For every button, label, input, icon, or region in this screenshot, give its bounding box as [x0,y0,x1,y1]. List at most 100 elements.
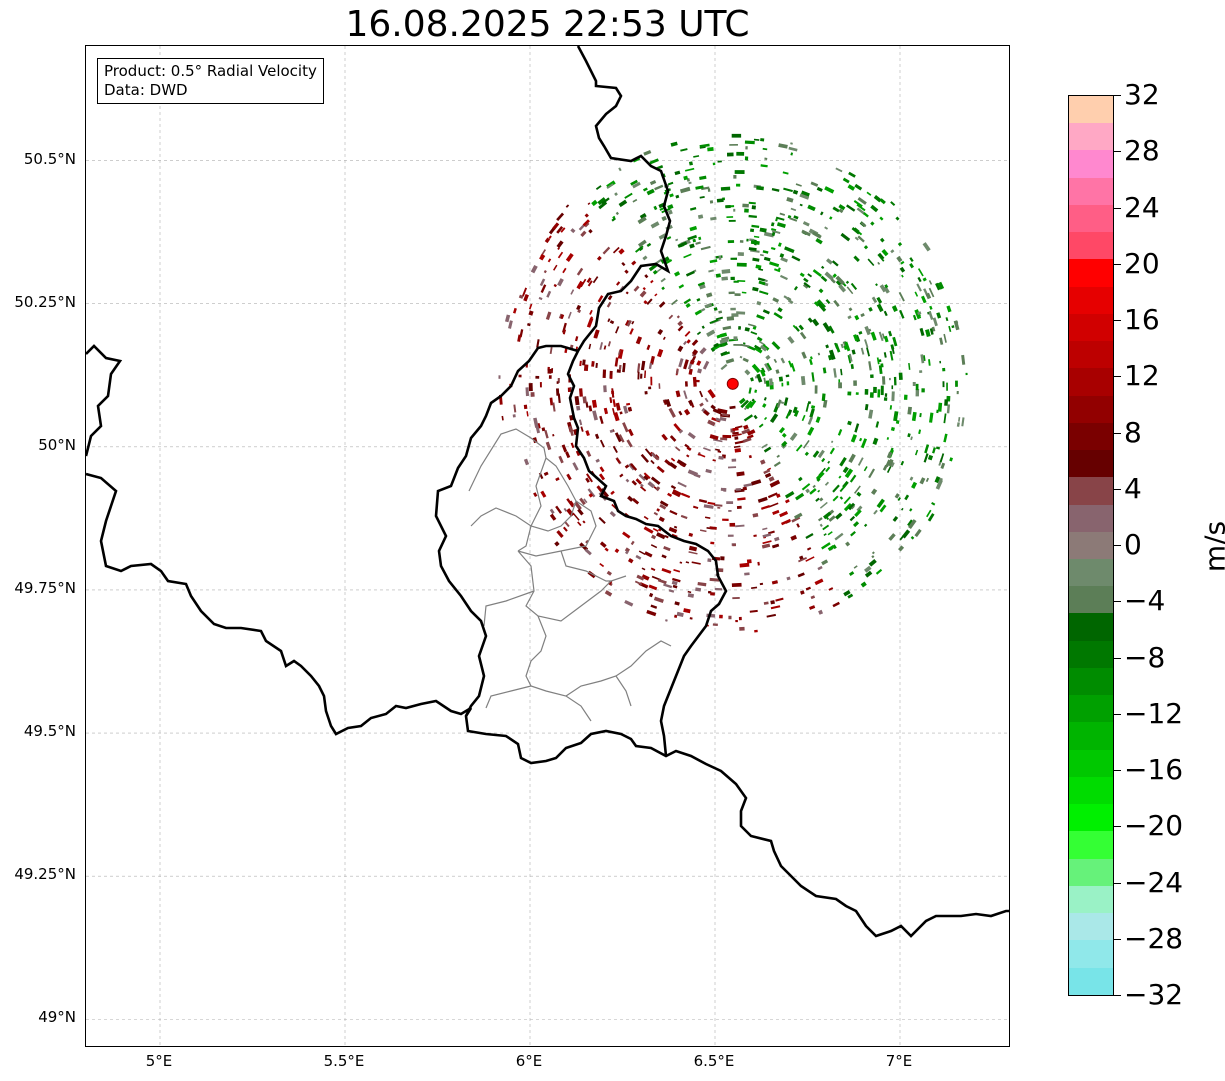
velocity-echo-pixel [582,359,586,366]
velocity-echo-pixel [574,336,579,342]
velocity-echo-pixel [549,347,553,355]
colorbar-tick-label: −12 [1124,696,1184,730]
velocity-echo-pixel [546,290,552,298]
colorbar-segment [1069,232,1113,260]
velocity-echo-pixel [735,487,742,491]
velocity-echo-pixel [764,279,768,283]
velocity-echo-pixel [578,419,583,426]
velocity-echo-pixel [752,286,759,292]
velocity-echo-pixel [697,281,705,287]
velocity-echo-pixel [722,434,732,439]
velocity-echo-pixel [868,558,877,567]
velocity-echo-pixel [778,426,786,434]
velocity-echo-pixel [562,329,567,335]
velocity-echo-pixel [512,307,517,314]
lat-tick-label: 49.75°N [14,578,76,597]
velocity-echo-pixel [835,279,843,286]
velocity-echo-pixel [800,190,810,197]
velocity-echo-pixel [733,280,739,283]
velocity-echo-pixel [650,567,656,571]
velocity-echo-pixel [661,286,665,291]
velocity-echo-pixel [689,359,695,365]
velocity-echo-pixel [683,359,689,370]
velocity-echo-pixel [768,502,779,508]
velocity-echo-pixel [707,188,711,192]
velocity-echo-pixel [697,581,707,587]
velocity-echo-pixel [909,257,914,263]
velocity-echo-pixel [892,336,898,347]
velocity-echo-pixel [771,231,776,237]
velocity-echo-pixel [675,446,681,452]
velocity-echo-pixel [753,534,757,538]
velocity-echo-pixel [751,479,762,486]
velocity-echo-pixel [768,476,775,482]
velocity-echo-pixel [688,545,698,552]
velocity-echo-pixel [943,333,947,343]
velocity-echo-pixel [898,291,905,302]
velocity-echo-pixel [819,523,823,527]
velocity-echo-pixel [512,414,516,418]
velocity-echo-pixel [668,314,674,320]
velocity-echo-pixel [740,343,750,348]
data-source-label: Data: DWD [104,81,188,99]
velocity-echo-pixel [575,450,581,457]
velocity-echo-pixel [744,369,751,376]
velocity-echo-pixel [669,193,674,198]
lon-tick-label: 6°E [515,1052,543,1070]
velocity-echo-pixel [769,479,781,488]
velocity-echo-pixel [656,465,665,474]
velocity-echo-pixel [758,280,766,286]
velocity-echo-pixel [744,572,750,576]
velocity-echo-pixel [854,183,863,191]
velocity-echo-pixel [791,255,801,262]
velocity-echo-pixel [746,238,749,242]
velocity-echo-pixel [805,533,814,539]
map-panel[interactable] [85,45,1010,1047]
velocity-echo-pixel [663,545,671,552]
velocity-echo-pixel [851,349,856,355]
velocity-echo-pixel [734,170,745,175]
velocity-echo-pixel [705,468,712,474]
velocity-echo-pixel [812,269,822,277]
velocity-echo-pixel [655,486,661,492]
velocity-echo-pixel [661,433,668,441]
velocity-echo-pixel [814,578,824,586]
velocity-echo-pixel [725,205,731,209]
velocity-echo-pixel [759,253,764,257]
radar-site-marker[interactable] [726,377,739,390]
velocity-echo-pixel [801,483,811,491]
velocity-echo-pixel [807,273,813,278]
velocity-echo-pixel [585,539,589,544]
velocity-echo-pixel [765,380,770,387]
velocity-echo-pixel [871,555,875,559]
velocity-echo-pixel [856,491,862,497]
velocity-echo-pixel [763,256,771,262]
velocity-echo-pixel [665,259,673,265]
colorbar-tick-label: 16 [1124,303,1160,336]
velocity-echo-pixel [737,279,746,283]
velocity-echo-pixel [748,247,757,252]
velocity-echo-pixel [889,405,893,410]
velocity-echo-pixel [798,476,803,482]
velocity-echo-pixel [679,186,691,194]
velocity-echo-pixel [721,413,729,417]
lat-tick-label: 49.5°N [23,722,76,741]
radar-map[interactable] [86,46,1010,1047]
velocity-echo-pixel [712,162,716,166]
velocity-echo-pixel [895,216,900,221]
velocity-echo-pixel [640,360,646,371]
velocity-echo-pixel [664,535,669,539]
velocity-echo-pixel [860,312,865,318]
velocity-echo-pixel [616,281,621,286]
velocity-echo-pixel [684,330,691,337]
velocity-echo-pixel [678,358,684,368]
velocity-echo-pixel [595,362,598,368]
velocity-echo-pixel [744,327,750,332]
velocity-echo-pixel [697,453,706,458]
velocity-echo-pixel [610,490,615,495]
velocity-echo-pixel [659,500,669,508]
velocity-echo-pixel [736,262,747,267]
colorbar-segment [1069,913,1113,941]
velocity-echo-pixel [733,208,736,212]
velocity-echo-pixel [686,339,691,344]
